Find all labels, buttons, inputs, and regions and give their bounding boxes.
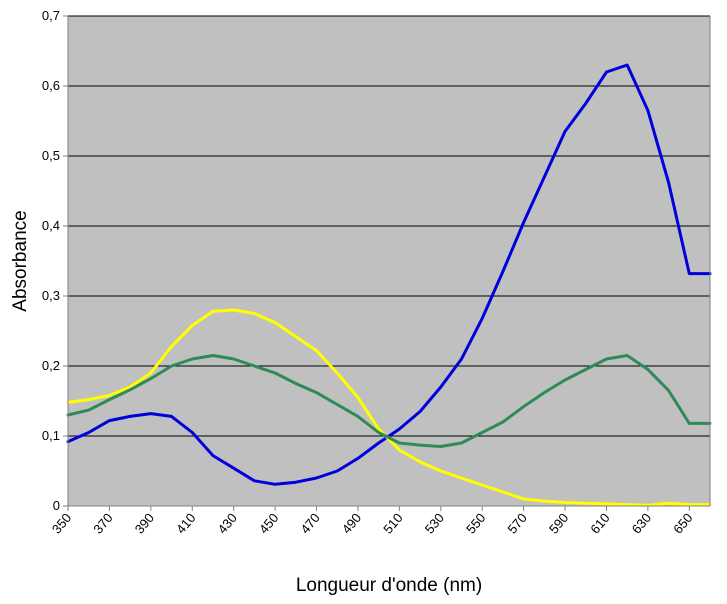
y-tick-label: 0,3: [42, 288, 60, 303]
x-tick-label: 630: [629, 510, 654, 536]
x-tick-label: 510: [380, 510, 405, 536]
x-axis-title: Longueur d'onde (nm): [296, 575, 482, 596]
x-tick-label: 590: [546, 510, 571, 536]
plot-area: [68, 16, 710, 506]
y-tick-label: 0,7: [42, 8, 60, 23]
x-axis-ticks: 350 370 390 410 430 450 470 490 510 530 550 570 590 6…: [49, 506, 696, 537]
x-tick-label: 430: [215, 510, 240, 536]
y-axis-ticks: 0 0,1 0,2 0,3 0,4 0,5 0,6 0,7: [42, 8, 68, 513]
series-layer: [66, 63, 712, 507]
y-axis-title: Absorbance: [10, 210, 31, 311]
y-tick-label: 0: [53, 498, 60, 513]
axes: [67, 16, 711, 507]
y-tick-label: 0,2: [42, 358, 60, 373]
x-tick-label: 410: [173, 510, 198, 536]
series-line-1: [66, 63, 712, 486]
x-tick-label: 470: [297, 510, 322, 536]
y-tick-label: 0,6: [42, 78, 60, 93]
x-tick-label: 350: [49, 510, 74, 536]
x-tick-label: 450: [256, 510, 281, 536]
y-tick-label: 0,4: [42, 218, 60, 233]
y-tick-label: 0,5: [42, 148, 60, 163]
y-tick-label: 0,1: [42, 428, 60, 443]
x-tick-label: 490: [339, 510, 364, 536]
x-tick-label: 550: [463, 510, 488, 536]
x-tick-label: 370: [90, 510, 115, 536]
x-tick-label: 570: [504, 510, 529, 536]
x-tick-label: 650: [670, 510, 695, 536]
series-line-2: [66, 308, 712, 507]
x-tick-label: 610: [587, 510, 612, 536]
x-tick-label: 530: [422, 510, 447, 536]
series-line-3: [66, 354, 712, 448]
x-tick-label: 390: [132, 510, 157, 536]
